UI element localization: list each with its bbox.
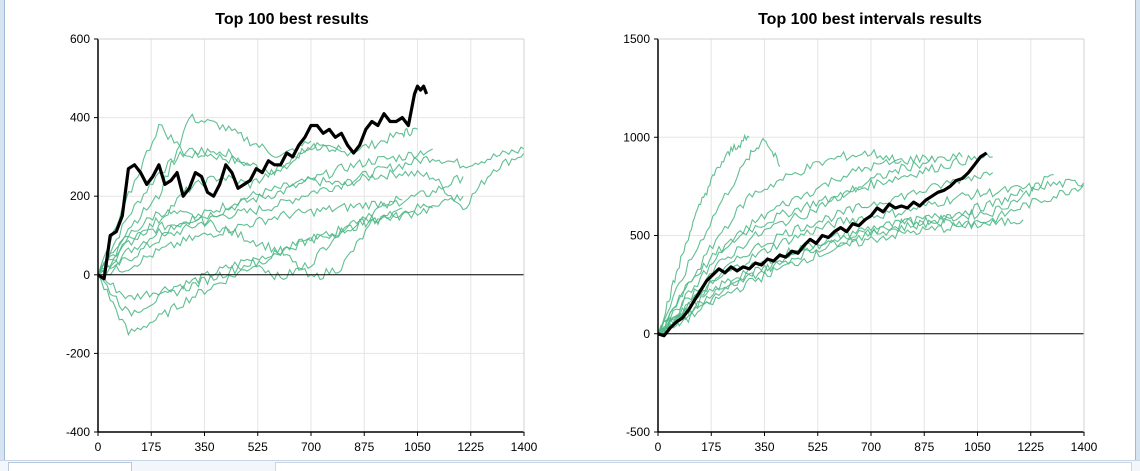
y-tick-label: -400 — [66, 425, 90, 439]
best-series-line — [657, 151, 988, 338]
y-tick-label: 0 — [643, 327, 650, 341]
bottom-tab[interactable] — [8, 462, 132, 471]
x-tick-label: 875 — [914, 440, 934, 454]
x-tick-label: 875 — [354, 440, 374, 454]
thin-series-line — [97, 146, 525, 276]
x-tick-label: 1050 — [404, 440, 431, 454]
thin-series-line — [657, 188, 1024, 335]
thin-series-line — [657, 137, 781, 335]
thin-series-line — [657, 217, 1024, 335]
x-tick-label: 700 — [301, 440, 321, 454]
window-frame-left — [0, 0, 5, 470]
y-tick-label: 1500 — [623, 32, 650, 46]
plot-area: 0 175 350 525 700 875 1050 1225 1400 -400 -200 0 200… — [66, 32, 538, 454]
plot-area: 0 175 350 525 700 875 1050 1225 1400 -500 0 500 1000… — [623, 32, 1097, 454]
x-tick-label: 1225 — [457, 440, 484, 454]
thin-series-line — [97, 207, 403, 281]
x-tick-label: 0 — [655, 440, 662, 454]
thin-series-line — [657, 171, 994, 335]
x-tick-label: 350 — [754, 440, 774, 454]
thin-series-line — [97, 152, 525, 276]
x-tick-label: 175 — [701, 440, 721, 454]
thin-series-line — [657, 184, 1085, 335]
chart-top-100-best-intervals-results: Top 100 best intervals results 0 175 350 52… — [623, 11, 1097, 454]
best-series-line — [97, 84, 429, 281]
x-tick-label: 525 — [248, 440, 268, 454]
x-tick-label: 1050 — [964, 440, 991, 454]
x-tick-label: 1400 — [1071, 440, 1098, 454]
y-tick-label: -500 — [626, 425, 650, 439]
thin-series-line — [97, 141, 342, 276]
x-tick-label: 1225 — [1017, 440, 1044, 454]
bottom-panel — [275, 462, 1132, 471]
y-tick-label: 500 — [630, 229, 650, 243]
chart-title: Top 100 best intervals results — [758, 11, 982, 28]
x-tick-label: 525 — [808, 440, 828, 454]
thin-series-line — [97, 195, 403, 279]
thin-series-line — [97, 113, 312, 275]
y-tick-label: -200 — [66, 346, 90, 360]
thin-series-line — [97, 148, 433, 276]
x-tick-label: 350 — [194, 440, 214, 454]
y-tick-label: 400 — [70, 111, 90, 125]
y-tick-label: 200 — [70, 189, 90, 203]
y-tick-label: 600 — [70, 32, 90, 46]
thin-series-line — [657, 153, 933, 335]
window-frame-right — [1135, 0, 1140, 470]
thin-series-line — [657, 152, 993, 335]
thin-series-line — [657, 151, 963, 334]
y-tick-label: 0 — [83, 268, 90, 282]
x-tick-label: 175 — [141, 440, 161, 454]
chart-title: Top 100 best results — [215, 11, 369, 28]
thin-series-line — [657, 148, 902, 335]
x-tick-label: 0 — [95, 440, 102, 454]
thin-series-line — [97, 193, 464, 317]
x-tick-label: 700 — [861, 440, 881, 454]
y-tick-label: 1000 — [623, 130, 650, 144]
thin-series-line — [657, 133, 750, 335]
chart-top-100-best-results: Top 100 best results 0 175 350 525 700 875 105… — [66, 11, 538, 454]
x-tick-label: 1400 — [511, 440, 538, 454]
